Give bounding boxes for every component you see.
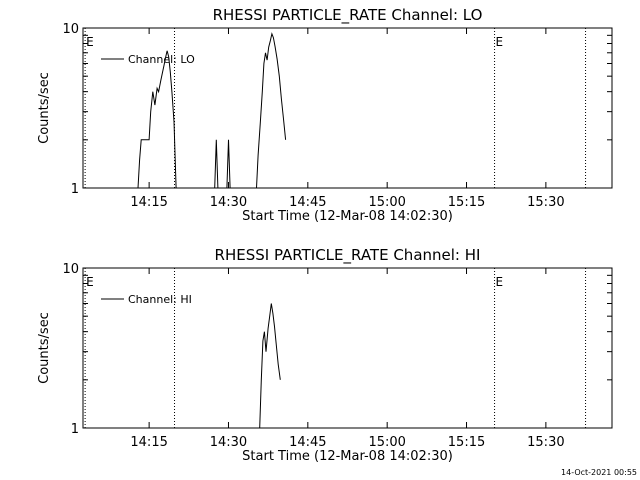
y-tick-label: 1 [71,422,79,437]
series-line-segment [214,139,219,189]
x-tick-label: 14:45 [289,195,326,210]
chart-panel: RHESSI PARTICLE_RATE Channel: HI 14:15 14:… [37,246,613,464]
series-line-segment [137,50,177,189]
legend-label: Channel: LO [128,53,195,66]
x-axis-label: Start Time (12-Mar-08 14:02:30) [242,449,453,464]
x-tick-label: 15:30 [527,195,564,210]
x-tick-label: 14:15 [130,195,167,210]
legend: Channel: HI [101,293,192,306]
x-tick-label: 15:15 [448,435,485,450]
footer-timestamp: 14-Oct-2021 00:55 [561,468,637,477]
x-tick-label: 15:00 [368,195,405,210]
series-line-segment [259,303,281,429]
event-marker-label: E [496,275,504,289]
y-axis-label: Counts/sec [37,312,52,384]
y-tick-label: 10 [62,22,79,37]
x-axis-label: Start Time (12-Mar-08 14:02:30) [242,209,453,224]
chart-title: RHESSI PARTICLE_RATE Channel: HI [215,246,481,265]
y-axis-label: Counts/sec [37,72,52,144]
chart-panels: RHESSI PARTICLE_RATE Channel: LO 14:15 14:… [37,6,613,464]
y-tick-label: 1 [71,182,79,197]
legend: Channel: LO [101,53,195,66]
x-tick-label: 15:15 [448,195,485,210]
series-line-segment [256,32,287,189]
series-line-segment [226,139,231,189]
plot-frame [82,267,613,429]
y-tick-label: 10 [62,262,79,277]
event-marker-label: E [496,35,504,49]
legend-label: Channel: HI [128,293,192,306]
x-tick-label: 15:00 [368,435,405,450]
chart-title: RHESSI PARTICLE_RATE Channel: LO [213,6,483,25]
chart-panel: RHESSI PARTICLE_RATE Channel: LO 14:15 14:… [37,6,613,224]
x-tick-label: 14:15 [130,435,167,450]
event-marker-label: E [86,275,94,289]
plot-frame [82,27,613,189]
event-marker-label: E [86,35,94,49]
x-tick-label: 15:30 [527,435,564,450]
x-tick-label: 14:45 [289,435,326,450]
x-tick-label: 14:30 [210,435,247,450]
x-tick-label: 14:30 [210,195,247,210]
